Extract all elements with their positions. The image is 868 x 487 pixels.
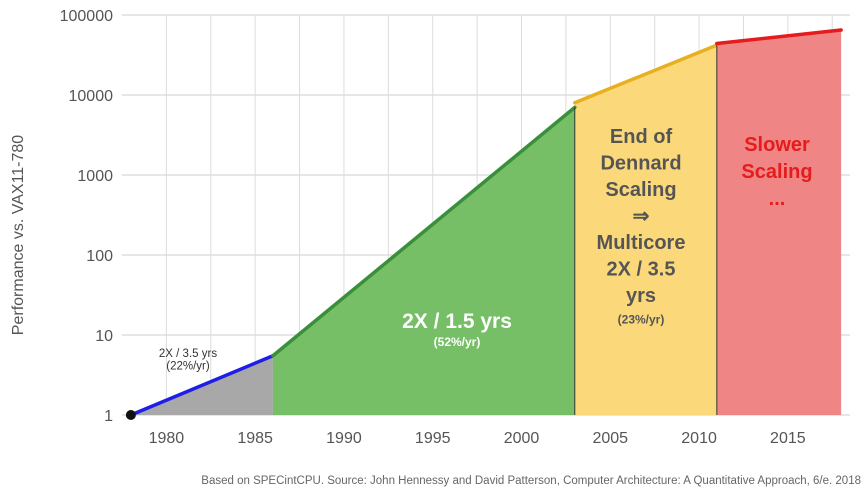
segment-3-label-line: (23%/yr) (618, 313, 665, 327)
trend-lines (125, 28, 843, 420)
segment-3-label-line: 2X / 3.5 (607, 259, 676, 281)
y-tick-label: 100000 (60, 8, 113, 25)
y-tick-label: 100 (86, 248, 113, 265)
source-note: Based on SPECintCPU. Source: John Hennes… (201, 475, 861, 487)
segment-line-3 (573, 43, 719, 105)
segment-3-label-line: yrs (626, 285, 656, 307)
segment-2-label-line: 2X / 1.5 yrs (402, 310, 512, 333)
segment-area-2 (272, 107, 575, 416)
x-tick-label: 2010 (681, 430, 717, 447)
segment-3-label-line: Multicore (597, 232, 686, 254)
x-axis-ticks: 1980 1985 1990 1995 2000 2005 2010 2015 (149, 430, 806, 447)
y-axis-label: Performance vs. VAX11-780 (10, 135, 27, 335)
y-tick-label: 10000 (69, 88, 114, 105)
x-tick-label: 1980 (149, 430, 185, 447)
segment-3-label-line: End of (610, 126, 673, 148)
segment-1-label-line: (22%/yr) (166, 360, 210, 372)
segment-line-2 (271, 105, 577, 358)
segment-area-3 (574, 45, 717, 416)
x-tick-label: 1990 (326, 430, 362, 447)
start-point (125, 410, 136, 420)
segment-line-4 (715, 28, 843, 46)
x-tick-label: 2000 (504, 430, 540, 447)
segment-areas (130, 29, 842, 416)
segment-line-1 (129, 354, 275, 417)
segment-area-4 (716, 29, 842, 416)
y-tick-label: 1 (104, 408, 113, 425)
segment-4-label-line: ... (769, 188, 786, 210)
segment-4-label-line: Scaling (741, 161, 812, 183)
y-tick-label: 1000 (77, 168, 113, 185)
x-tick-label: 1995 (415, 430, 451, 447)
y-tick-label: 10 (95, 328, 113, 345)
x-tick-label: 1985 (237, 430, 273, 447)
segment-labels: 2X / 3.5 yrs(22%/yr)2X / 1.5 yrs(52%/yr)… (159, 126, 813, 372)
segment-1-label-line: 2X / 3.5 yrs (159, 348, 217, 360)
x-tick-label: 2015 (770, 430, 806, 447)
segment-3-label-line: Scaling (605, 179, 676, 201)
segment-3-label-line: ⇒ (633, 206, 650, 228)
segment-4-label-line: Slower (744, 134, 810, 156)
segment-3-label-line: Dennard (600, 153, 681, 175)
x-tick-label: 2005 (592, 430, 628, 447)
segment-2-label-line: (52%/yr) (434, 335, 481, 349)
y-axis-ticks: 1 10 100 1000 10000 100000 (60, 8, 113, 425)
